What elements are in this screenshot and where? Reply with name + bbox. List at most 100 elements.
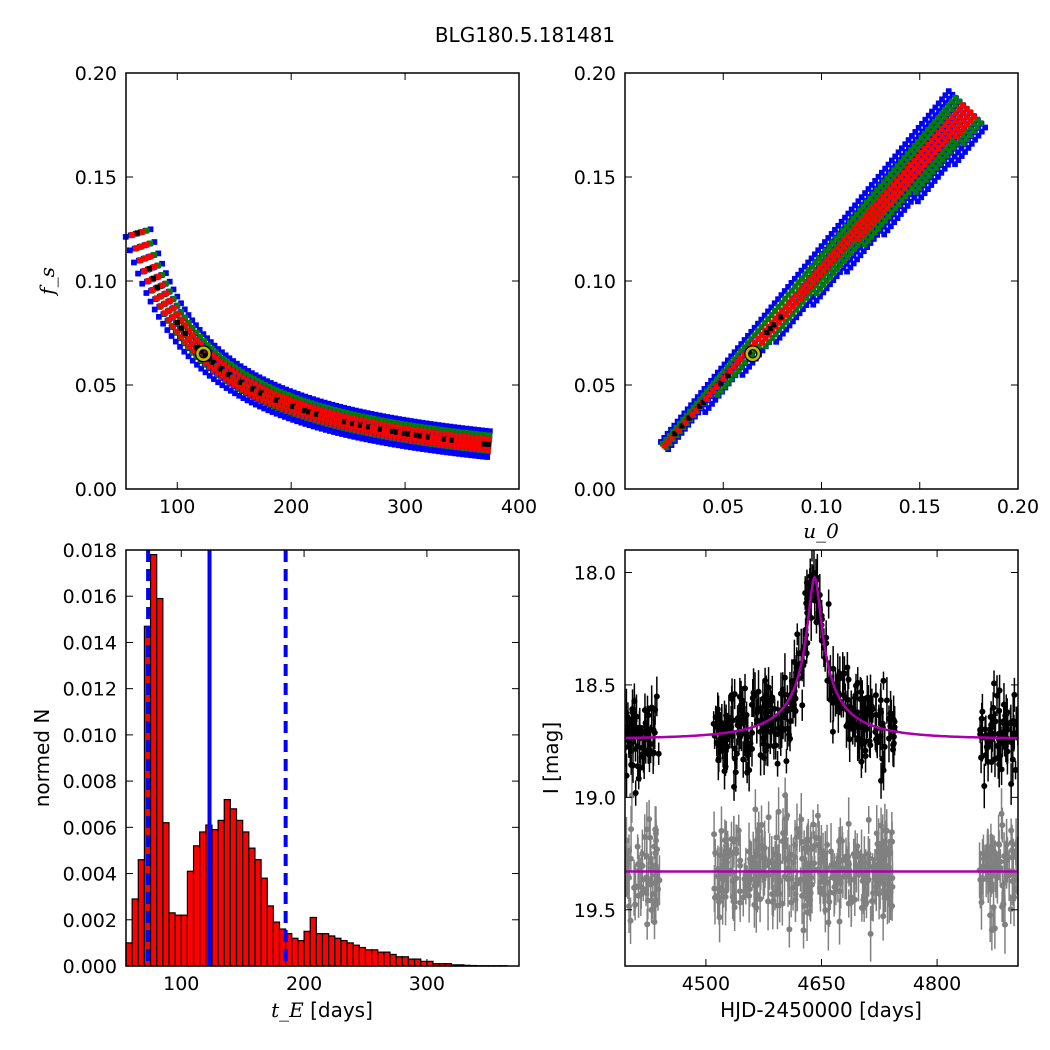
posterior-cell [472, 452, 479, 459]
posterior-cell [212, 349, 219, 356]
posterior-cell [258, 380, 265, 386]
comparison-point [786, 926, 793, 933]
posterior-cell [793, 314, 800, 321]
posterior-cell [445, 442, 451, 449]
posterior-cell [441, 441, 447, 448]
posterior-cell [911, 150, 918, 157]
posterior-cell [392, 415, 398, 422]
posterior-cell [324, 404, 331, 411]
posterior-cell [190, 348, 197, 355]
posterior-cell [189, 317, 196, 324]
data-point [982, 752, 989, 759]
posterior-cell [982, 124, 988, 131]
posterior-cell [914, 153, 921, 160]
posterior-cell [164, 327, 171, 333]
posterior-cell [782, 296, 789, 302]
posterior-cell [220, 355, 226, 362]
data-point [1011, 691, 1018, 698]
data-point [629, 762, 636, 769]
posterior-cell [755, 328, 761, 334]
posterior-cell [833, 273, 840, 279]
data-point [877, 707, 884, 714]
posterior-cell [866, 209, 873, 215]
posterior-cell [256, 374, 263, 381]
posterior-cell [828, 252, 834, 259]
posterior-cell [339, 413, 346, 419]
posterior-cell [963, 106, 970, 112]
posterior-cell [141, 267, 148, 274]
posterior-cell [909, 185, 916, 192]
posterior-cell [457, 438, 464, 445]
y-tick-label: 0.004 [63, 864, 117, 886]
posterior-cell [912, 181, 919, 188]
histogram-bar [211, 829, 219, 967]
histogram-bar [389, 953, 397, 967]
comparison-point [741, 875, 748, 882]
posterior-cell [863, 228, 869, 235]
posterior-cell [773, 338, 780, 345]
posterior-cell [840, 227, 846, 234]
posterior-cell [873, 201, 880, 208]
posterior-cell [397, 435, 403, 442]
posterior-cell [254, 388, 261, 395]
posterior-cell [393, 434, 399, 441]
posterior-cell [174, 320, 180, 326]
posterior-cell [894, 177, 900, 184]
posterior-cell [789, 287, 795, 294]
posterior-cell [884, 204, 890, 211]
posterior-cell [887, 193, 894, 199]
posterior-cell [415, 423, 421, 430]
posterior-cell [817, 293, 823, 300]
posterior-cell [847, 250, 854, 256]
posterior-cell [351, 433, 358, 440]
posterior-cell [471, 426, 477, 433]
posterior-cell [226, 372, 232, 378]
posterior-cell [849, 236, 855, 243]
posterior-cell [832, 226, 838, 233]
posterior-cell [247, 373, 253, 380]
posterior-cell [248, 379, 255, 386]
posterior-cell [779, 308, 786, 314]
posterior-cell [322, 427, 329, 433]
posterior-cell [249, 370, 255, 376]
posterior-cell [331, 411, 338, 417]
histogram-bar [401, 956, 410, 967]
posterior-cell [487, 428, 493, 435]
posterior-cell [202, 369, 209, 376]
posterior-cell [470, 434, 476, 441]
posterior-cell [147, 226, 154, 233]
posterior-cell [866, 224, 873, 231]
posterior-cell [791, 275, 798, 282]
posterior-cell [310, 423, 317, 430]
comparison-point [997, 864, 1004, 871]
posterior-cell [215, 346, 222, 352]
posterior-cell [890, 181, 897, 188]
data-point [883, 697, 890, 704]
comparison-point [782, 792, 789, 799]
posterior-cell [810, 294, 816, 300]
posterior-cell [888, 157, 895, 164]
posterior-cell [847, 264, 854, 271]
posterior-cell [857, 207, 863, 214]
data-point [774, 760, 781, 767]
panel-2-ticks: 0.05 0.10 0.15 0.20 0.00 0.05 0.10 0.15 0.20 [574, 63, 1039, 518]
data-point [781, 674, 788, 681]
posterior-cell [949, 106, 955, 113]
comparison-point [800, 876, 807, 883]
data-point [645, 712, 652, 719]
data-point [765, 708, 772, 715]
posterior-cell [950, 144, 957, 151]
posterior-cell [370, 425, 376, 431]
posterior-cell [409, 437, 415, 443]
posterior-cell [922, 116, 929, 123]
comparison-point [740, 894, 747, 901]
posterior-cell [866, 216, 873, 223]
posterior-cell [970, 113, 977, 120]
posterior-cell [252, 372, 259, 379]
posterior-cell [727, 360, 734, 367]
comparison-point [644, 897, 651, 904]
posterior-cell [427, 425, 433, 431]
data-point [746, 767, 753, 774]
posterior-cell [270, 395, 277, 402]
posterior-cell [473, 445, 479, 452]
